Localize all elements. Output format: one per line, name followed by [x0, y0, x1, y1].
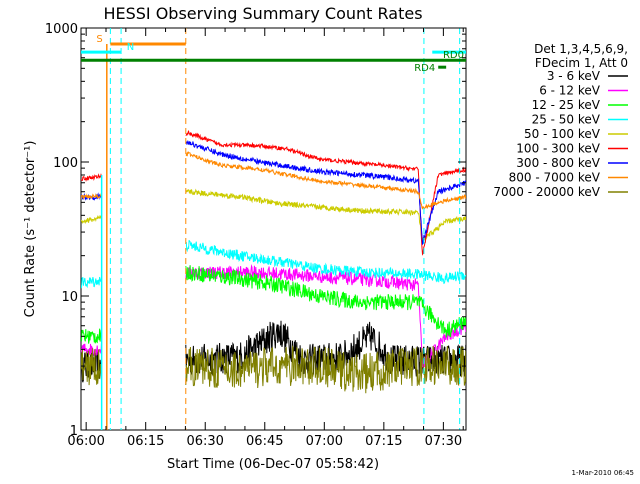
- legend-header-line-1: Det 1,3,4,5,6,9,: [534, 42, 628, 56]
- x-tick-label-0: 06:00: [67, 434, 104, 449]
- legend-entry-label-8: 7000 - 20000 keV: [493, 185, 600, 199]
- plot-frame: [80, 27, 467, 431]
- plot-area: [81, 28, 466, 430]
- axes: 06:00 06:15 06:30 06:45 07:00 07:15 07:30 1 10 10…: [45, 22, 466, 449]
- legend-entry-label-1: 6 - 12 keV: [539, 84, 601, 98]
- flag-layer: S N RD0 RD4: [81, 34, 466, 74]
- legend-entry-label-0: 3 - 6 keV: [547, 69, 601, 83]
- flag-label-3: RD0: [443, 50, 464, 61]
- y-tick-label-3: 1000: [45, 22, 78, 37]
- x-tick-label-4: 07:00: [306, 434, 343, 449]
- legend: Det 1,3,4,5,6,9, FDecim 1, Att 0 3 - 6 k…: [493, 42, 628, 199]
- series-line-4: [81, 188, 466, 242]
- legend-entry-label-3: 25 - 50 keV: [532, 113, 601, 127]
- flag-label-1: N: [127, 42, 134, 53]
- legend-entry-label-5: 100 - 300 keV: [516, 142, 600, 156]
- legend-entry-label-2: 12 - 25 keV: [532, 98, 601, 112]
- legend-entry-label-7: 800 - 7000 keV: [509, 171, 601, 185]
- x-axis-label: Start Time (06-Dec-07 05:58:42): [167, 457, 379, 472]
- x-tick-label-1: 06:15: [127, 434, 164, 449]
- y-tick-label-2: 100: [53, 156, 78, 171]
- flag-label-4: RD4: [414, 63, 435, 74]
- y-axis-label: Count Rate (s⁻¹ detector⁻¹): [23, 141, 38, 318]
- series-line-7: [81, 151, 466, 210]
- chart-title: HESSI Observing Summary Count Rates: [103, 4, 422, 23]
- series-line-3: [81, 240, 466, 289]
- legend-header-line-2: FDecim 1, Att 0: [535, 56, 628, 70]
- series-line-2: [81, 265, 466, 344]
- flag-label-0: S: [96, 34, 102, 45]
- legend-entry-label-4: 50 - 100 keV: [524, 127, 601, 141]
- x-tick-label-3: 06:45: [246, 434, 283, 449]
- x-tick-label-6: 07:30: [425, 434, 462, 449]
- footer-timestamp: 1-Mar-2010 06:45: [572, 469, 634, 477]
- series-line-8: [81, 344, 466, 394]
- legend-entry-label-6: 300 - 800 keV: [516, 156, 600, 170]
- y-tick-label-1: 10: [61, 290, 78, 305]
- y-tick-label-0: 1: [70, 424, 78, 439]
- x-tick-label-5: 07:15: [365, 434, 402, 449]
- x-tick-label-2: 06:30: [186, 434, 223, 449]
